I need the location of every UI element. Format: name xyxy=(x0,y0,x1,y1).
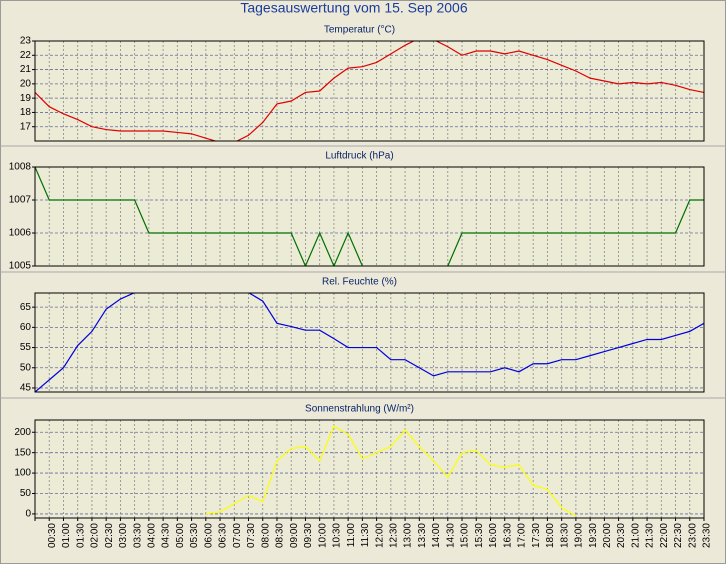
y-tick-label: 200 xyxy=(14,427,31,438)
plot-area xyxy=(35,293,704,392)
x-tick-label: 02:00 xyxy=(90,523,101,548)
y-tick-label: 150 xyxy=(14,447,31,458)
y-tick-label: 21 xyxy=(20,64,32,75)
x-tick-label: 13:30 xyxy=(417,523,428,548)
y-tick-label: 100 xyxy=(14,468,31,479)
x-tick-label: 03:30 xyxy=(132,523,143,548)
x-tick-label: 11:30 xyxy=(360,523,371,548)
plot-area xyxy=(35,167,704,266)
x-tick-label: 15:30 xyxy=(474,523,485,548)
plot-area xyxy=(35,420,704,518)
x-tick-label: 18:00 xyxy=(545,523,556,548)
y-tick-label: 22 xyxy=(20,50,32,61)
x-tick-label: 20:00 xyxy=(602,523,613,548)
x-tick-label: 23:00 xyxy=(687,523,698,548)
x-tick-label: 01:00 xyxy=(61,523,72,548)
x-tick-label: 05:30 xyxy=(189,523,200,548)
x-tick-label: 18:30 xyxy=(559,523,570,548)
y-tick-label: 18 xyxy=(20,107,32,118)
x-tick-label: 09:00 xyxy=(289,523,300,548)
panel-title: Sonnenstrahlung (W/m²) xyxy=(305,404,414,415)
x-tick-label: 01:30 xyxy=(75,523,86,548)
y-tick-label: 55 xyxy=(20,342,32,353)
y-tick-label: 19 xyxy=(20,93,32,104)
x-tick-label: 08:00 xyxy=(260,523,271,548)
x-tick-label: 03:00 xyxy=(118,523,129,548)
x-tick-label: 21:30 xyxy=(645,523,656,548)
x-tick-label: 04:00 xyxy=(147,523,158,548)
chart-title: Tagesauswertung vom 15. Sep 2006 xyxy=(240,0,467,16)
y-tick-label: 60 xyxy=(20,322,32,333)
y-tick-label: 50 xyxy=(20,488,32,499)
x-tick-label: 06:30 xyxy=(218,523,229,548)
line xyxy=(205,425,577,517)
y-tick-label: 65 xyxy=(20,302,32,313)
x-tick-label: 07:30 xyxy=(246,523,257,548)
x-tick-label: 00:30 xyxy=(47,523,58,548)
x-tick-label: 11:00 xyxy=(346,523,357,548)
y-tick-label: 23 xyxy=(20,36,32,47)
y-tick-label: 1007 xyxy=(9,195,32,206)
line xyxy=(35,293,704,392)
y-tick-label: 1008 xyxy=(9,162,32,173)
x-tick-label: 19:00 xyxy=(574,523,585,548)
x-tick-label: 12:30 xyxy=(388,523,399,548)
line xyxy=(35,167,704,266)
y-tick-label: 20 xyxy=(20,78,32,89)
x-tick-label: 23:30 xyxy=(702,523,713,548)
x-tick-label: 09:30 xyxy=(303,523,314,548)
x-tick-label: 02:30 xyxy=(104,523,115,548)
panel-title: Rel. Feuchte (%) xyxy=(322,277,397,288)
x-tick-label: 12:00 xyxy=(374,523,385,548)
plot-area xyxy=(35,41,704,141)
x-tick-label: 16:00 xyxy=(488,523,499,548)
x-tick-label: 04:30 xyxy=(161,523,172,548)
x-tick-label: 15:00 xyxy=(460,523,471,548)
panel-title: Temperatur (°C) xyxy=(324,25,395,36)
y-tick-label: 1006 xyxy=(9,228,32,239)
x-tick-label: 21:00 xyxy=(630,523,641,548)
x-tick-label: 05:00 xyxy=(175,523,186,548)
x-tick-label: 13:00 xyxy=(403,523,414,548)
x-tick-label: 14:00 xyxy=(431,523,442,548)
y-tick-label: 17 xyxy=(20,121,32,132)
x-tick-label: 07:00 xyxy=(232,523,243,548)
x-tick-label: 10:30 xyxy=(332,523,343,548)
x-tick-label: 22:30 xyxy=(673,523,684,548)
plot-border xyxy=(34,40,705,142)
y-tick-label: 45 xyxy=(20,383,32,394)
y-tick-label: 1005 xyxy=(9,261,32,272)
panel-title: Luftdruck (hPa) xyxy=(325,151,393,162)
y-tick-label: 0 xyxy=(25,509,31,520)
plot-border xyxy=(34,419,705,519)
y-tick-label: 50 xyxy=(20,362,32,373)
x-tick-label: 14:30 xyxy=(445,523,456,548)
x-tick-label: 06:00 xyxy=(203,523,214,548)
plot-border xyxy=(34,292,705,393)
x-tick-label: 17:00 xyxy=(517,523,528,548)
x-tick-label: 16:30 xyxy=(502,523,513,548)
x-tick-label: 10:00 xyxy=(317,523,328,548)
x-tick-label: 22:00 xyxy=(659,523,670,548)
x-tick-label: 17:30 xyxy=(531,523,542,548)
x-tick-label: 20:30 xyxy=(616,523,627,548)
x-tick-label: 08:30 xyxy=(275,523,286,548)
plot-border xyxy=(34,166,705,267)
x-tick-label: 19:30 xyxy=(588,523,599,548)
line xyxy=(35,41,704,141)
